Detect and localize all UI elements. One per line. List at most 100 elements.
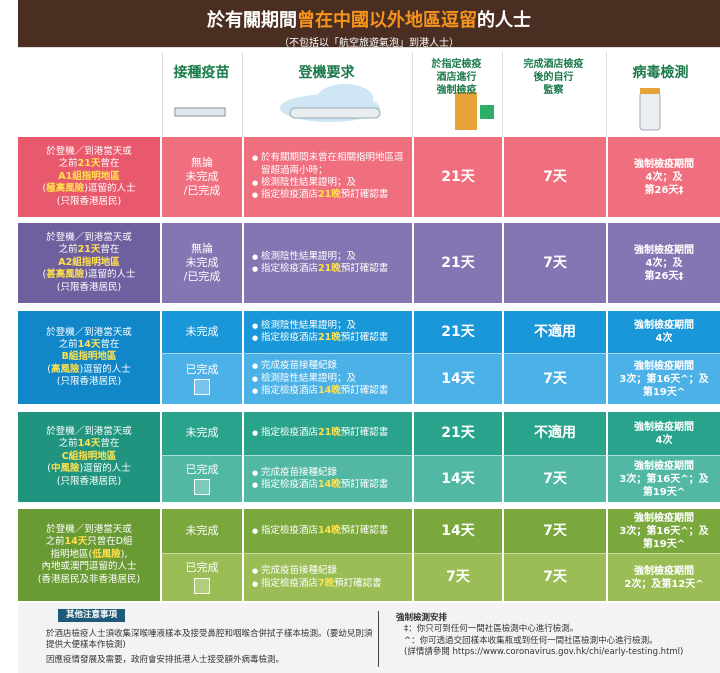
text-segment: 之前 <box>58 438 78 450</box>
text-segment: 14晚 <box>318 524 341 536</box>
checkbox <box>194 479 210 496</box>
testing-line: 第26天‡ <box>644 184 684 196</box>
text-segment: 預訂確認書 <box>334 577 382 589</box>
vaccine-cell: 已完成 <box>160 553 242 601</box>
label-line: 之前14天曾在 <box>59 339 120 351</box>
text-segment: 低風險 <box>92 548 121 560</box>
label-line: 於登機／到港當天或 <box>46 146 132 158</box>
text-segment: 預訂確認書 <box>340 427 389 439</box>
checkbox <box>194 577 210 594</box>
text-segment: 於登機／到港當天或 <box>46 524 132 536</box>
checkbox <box>194 379 210 396</box>
text-segment: 預訂確認書 <box>340 189 389 201</box>
header: 於有關期間曾在中國以外地區逗留的人士 （不包括以「航空旅遊氣泡」到港人士） <box>18 0 720 49</box>
vaccine-text: 未完成 <box>185 426 219 440</box>
text-segment: A1組指明地區 <box>58 170 120 182</box>
vaccine-cell: 未完成 <box>160 509 242 553</box>
vaccine-cell: 無論 未完成/已完成 <box>160 137 242 217</box>
vaccine-text: /已完成 <box>183 270 221 284</box>
text-segment: (只限香港居民) <box>56 376 122 388</box>
requirement-item: 指定檢疫酒店7晚預訂確認書 <box>252 578 382 590</box>
text-segment: 指明地區( <box>50 548 93 560</box>
monitoring-cell: 7天 <box>502 509 606 553</box>
label-line: 於登機／到港當天或 <box>46 426 132 438</box>
text-segment: 之前 <box>58 338 78 350</box>
requirement-item: 檢測陰性結果證明；及 <box>252 177 356 189</box>
requirement-item: 完成疫苗接種紀錄 <box>252 565 337 577</box>
text-segment: 中風險 <box>50 463 80 475</box>
requirement-item: 指定檢疫酒店14晚預訂確認書 <box>252 525 388 537</box>
text-segment: 14晚 <box>318 385 341 397</box>
requirement-item: 檢測陰性結果證明；及 <box>252 320 356 332</box>
quarantine-cell: 21天 <box>412 223 502 303</box>
text-segment: 21天 <box>77 244 101 256</box>
text-segment: )逗留的人士 <box>79 363 131 375</box>
text-segment: 檢測陰性結果證明；及 <box>261 319 357 331</box>
text-segment: 指定檢疫酒店 <box>261 189 319 201</box>
vaccine-text: 未完成 <box>185 169 219 183</box>
label-line: 之前14天曾在 <box>59 438 120 450</box>
group-label: 於登機／到港當天或 之前21天曾在 A1組指明地區 (極高風險)逗留的人士 (只限香港居… <box>18 137 160 217</box>
text-segment: 21晚 <box>318 427 341 439</box>
text-segment: 於登機／到港當天或 <box>46 426 132 438</box>
column-header-line: 病毒檢測 <box>632 65 689 81</box>
text-segment: 完成疫苗接種紀錄 <box>261 466 338 478</box>
column-header-line: 登機要求 <box>298 65 355 81</box>
requirements-cell: 完成疫苗接種紀錄檢測陰性結果證明；及指定檢疫酒店14晚預訂確認書 <box>242 353 412 404</box>
label-line: (只限香港居民) <box>57 376 121 388</box>
vaccine-text: 無論 <box>191 241 213 255</box>
label-line: (只限香港居民) <box>57 282 121 294</box>
divider <box>378 611 379 667</box>
text-segment: (香港居民及非香港居民) <box>37 573 141 585</box>
label-line: B組指明地區 <box>62 351 117 363</box>
text-segment: ), <box>120 548 128 560</box>
text-segment: 指定檢疫酒店 <box>261 577 319 589</box>
requirements-cell: 檢測陰性結果證明；及指定檢疫酒店21晚預訂確認書 <box>242 311 412 353</box>
text-segment: 檢測陰性結果證明；及 <box>261 250 357 262</box>
text-segment: 指定檢疫酒店 <box>261 263 319 274</box>
requirement-item: 指定檢疫酒店21晚預訂確認書 <box>252 189 388 201</box>
requirement-item: 檢測陰性結果證明；及 <box>252 373 356 385</box>
testing-title: 強制檢測安排 <box>396 613 448 623</box>
label-line: 之前21天曾在 <box>59 244 120 256</box>
monitoring-cell: 7天 <box>502 137 606 217</box>
text-segment: ( <box>42 269 47 281</box>
text-segment: (只限香港居民) <box>56 281 122 293</box>
vaccine-text: 已完成 <box>185 362 219 376</box>
subtitle: （不包括以「航空旅遊氣泡」到港人士） <box>279 38 459 49</box>
requirements-cell: 指定檢疫酒店14晚預訂確認書 <box>242 509 412 553</box>
testing-cell: 強制檢疫期間 4次 <box>606 311 720 353</box>
text-segment: 於有關期間未曾在相關指明地區逗留超過兩小時； <box>261 152 404 176</box>
group-label: 於登機／到港當天或 之前14天曾在 B組指明地區 (高風險)逗留的人士 (只限香港居民) <box>18 311 160 404</box>
label-line: 內地或澳門逗留的人士 <box>41 561 136 573</box>
requirements-cell: 完成疫苗接種紀錄指定檢疫酒店7晚預訂確認書 <box>242 553 412 601</box>
label-line: A2組指明地區 <box>58 257 119 269</box>
text-segment: 曾在中國以外地區逗留 <box>297 10 477 31</box>
notes-left: 於酒店檢疫人士須收集深喉唾液樣本及接受鼻腔和咽喉合併拭子樣本檢測。(要幼兒則須提… <box>46 629 376 669</box>
text-segment: )逗留的人士 <box>84 269 136 281</box>
text-segment: (只限香港居民) <box>56 195 122 207</box>
requirement-item: 指定檢疫酒店21晚預訂確認書 <box>252 263 388 275</box>
text-segment: 內地或澳門逗留的人士 <box>41 561 137 573</box>
label-line: 之前14天只曾在D組 <box>45 536 132 548</box>
monitoring-cell: 7天 <box>502 455 606 502</box>
label-line: (極高風險)逗留的人士 <box>43 183 136 195</box>
text-segment: 21天 <box>77 158 101 170</box>
requirement-item: 指定檢疫酒店14晚預訂確認書 <box>252 385 388 397</box>
text-segment: ( <box>47 463 51 475</box>
title: 於有關期間曾在中國以外地區逗留的人士 <box>18 6 720 32</box>
quarantine-cell: 21天 <box>412 412 502 455</box>
testing-line: 第19天^ <box>642 538 686 550</box>
text-segment: 於登機／到港當天或 <box>46 232 132 244</box>
requirement-item: 指定檢疫酒店21晚預訂確認書 <box>252 427 388 439</box>
text-segment: 指定檢疫酒店 <box>261 332 319 343</box>
text-segment: 的人士 <box>477 10 531 31</box>
label-line: 於登機／到港當天或 <box>46 232 132 244</box>
column-header-line: 強制檢疫 <box>436 85 477 96</box>
testing-cell: 強制檢疫期間 3次；第16天^；及 第19天^ <box>606 353 720 404</box>
text-segment: C組指明地區 <box>61 450 117 462</box>
text-segment: 於登機／到港當天或 <box>46 146 132 158</box>
testing-line: 強制檢疫期間 <box>634 360 694 372</box>
